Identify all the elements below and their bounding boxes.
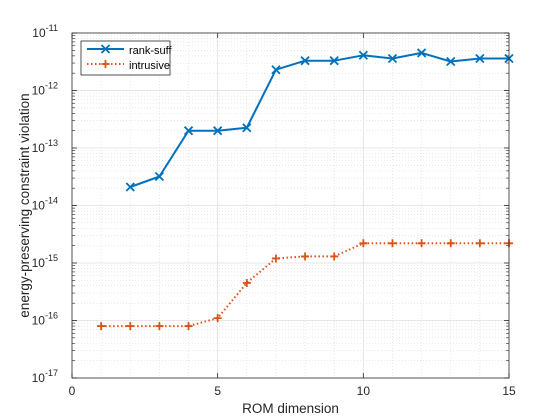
data-point-intrusive xyxy=(155,322,164,331)
data-point-rank-suff xyxy=(329,56,339,66)
data-point-intrusive xyxy=(301,252,310,261)
y-tick-label: 10-11 xyxy=(32,23,58,40)
x-tick-labels: 0 5 10 15 xyxy=(69,384,516,398)
data-point-rank-suff xyxy=(183,126,194,136)
data-point-rank-suff xyxy=(300,56,310,66)
y-tick-labels: 10-17 10-16 10-15 10-14 10-13 10-12 10-11 xyxy=(32,23,58,385)
data-point-rank-suff xyxy=(446,56,456,67)
data-point-intrusive xyxy=(213,314,222,323)
data-point-rank-suff xyxy=(475,53,485,64)
x-tick-label: 0 xyxy=(69,384,76,398)
legend-marker-rank-suff xyxy=(100,44,111,54)
y-tick-label: 10-13 xyxy=(32,138,58,155)
data-point-intrusive xyxy=(388,239,397,248)
x-tick-label: 15 xyxy=(502,384,516,398)
data-point-intrusive xyxy=(242,278,251,287)
data-point-intrusive xyxy=(417,239,426,248)
axis-ticks xyxy=(71,32,510,379)
data-point-intrusive xyxy=(97,322,106,331)
legend: rank-suff intrusive xyxy=(80,40,173,76)
data-point-rank-suff xyxy=(242,123,252,133)
series-line-rank-suff xyxy=(129,51,509,188)
data-point-intrusive xyxy=(271,254,280,263)
x-tick-label: 5 xyxy=(214,384,221,398)
data-point-rank-suff xyxy=(358,50,368,60)
data-point-rank-suff xyxy=(154,171,165,182)
y-tick-label: 10-12 xyxy=(32,81,58,98)
x-tick-label: 10 xyxy=(357,384,371,398)
y-axis-label: energy-preserving constraint violation xyxy=(17,93,32,317)
data-point-rank-suff xyxy=(125,182,135,192)
y-tick-label: 10-15 xyxy=(32,253,58,270)
y-tick-label: 10-16 xyxy=(32,311,58,328)
x-axis-label: ROM dimension xyxy=(242,401,339,416)
data-point-intrusive xyxy=(330,252,339,261)
legend-marker-intrusive xyxy=(101,60,110,68)
data-point-rank-suff xyxy=(387,53,398,64)
legend-box xyxy=(80,40,171,76)
data-point-intrusive xyxy=(446,239,455,248)
data-point-rank-suff xyxy=(213,126,223,136)
data-point-rank-suff xyxy=(271,65,281,75)
data-point-rank-suff xyxy=(416,48,427,58)
legend-label-intrusive: intrusive xyxy=(129,60,170,72)
data-point-intrusive xyxy=(475,239,484,248)
legend-label-rank-suff: rank-suff xyxy=(129,45,173,57)
series-line-intrusive xyxy=(101,242,509,328)
data-point-intrusive xyxy=(359,239,368,248)
series-layer xyxy=(97,48,514,331)
data-point-intrusive xyxy=(126,322,135,331)
y-tick-label: 10-17 xyxy=(32,368,58,385)
y-tick-label: 10-14 xyxy=(32,196,58,213)
legend-entries xyxy=(87,44,124,68)
data-point-intrusive xyxy=(184,322,193,331)
